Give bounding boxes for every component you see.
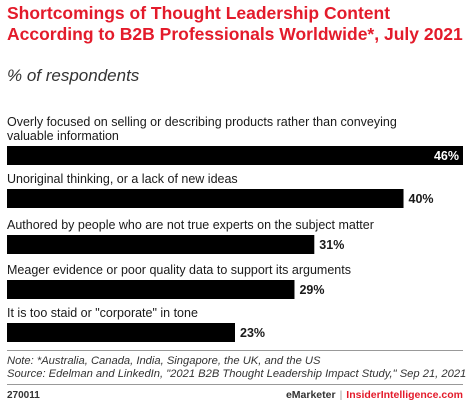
brand-emarketer: eMarketer <box>285 389 336 401</box>
chart-subtitle: % of respondents <box>7 66 140 85</box>
category-label: It is too staid or "corporate" in tone <box>7 306 198 320</box>
category-label: Authored by people who are not true expe… <box>7 218 374 232</box>
value-label: 46% <box>434 149 459 163</box>
category-label: Unoriginal thinking, or a lack of new id… <box>7 172 238 186</box>
bar <box>7 189 404 208</box>
divider <box>7 384 463 385</box>
category-label: Overly focused on selling or describing … <box>7 115 397 143</box>
bar-chart-svg: Overly focused on selling or describing … <box>7 115 463 342</box>
value-label: 31% <box>319 238 344 252</box>
value-label: 23% <box>240 326 265 340</box>
source-text: Source: Edelman and LinkedIn, "2021 B2B … <box>7 368 467 380</box>
value-label: 29% <box>299 283 324 297</box>
divider <box>7 350 463 351</box>
bar-chart: Overly focused on selling or describing … <box>0 104 470 344</box>
bar <box>7 235 315 254</box>
chart-notes: Note: *Australia, Canada, India, Singapo… <box>7 355 466 381</box>
brand-separator: | <box>339 389 343 401</box>
bar <box>7 323 235 342</box>
footer-brand: eMarketer | InsiderIntelligence.com <box>286 389 463 401</box>
bar <box>7 280 295 299</box>
bar <box>7 146 463 165</box>
value-label: 40% <box>409 192 434 206</box>
brand-insider-intelligence: InsiderIntelligence.com <box>346 389 463 401</box>
chart-id: 270011 <box>7 390 40 401</box>
category-label: Meager evidence or poor quality data to … <box>7 263 351 277</box>
chart-title: Shortcomings of Thought Leadership Conte… <box>7 3 463 44</box>
note-text: Note: *Australia, Canada, India, Singapo… <box>7 355 321 367</box>
